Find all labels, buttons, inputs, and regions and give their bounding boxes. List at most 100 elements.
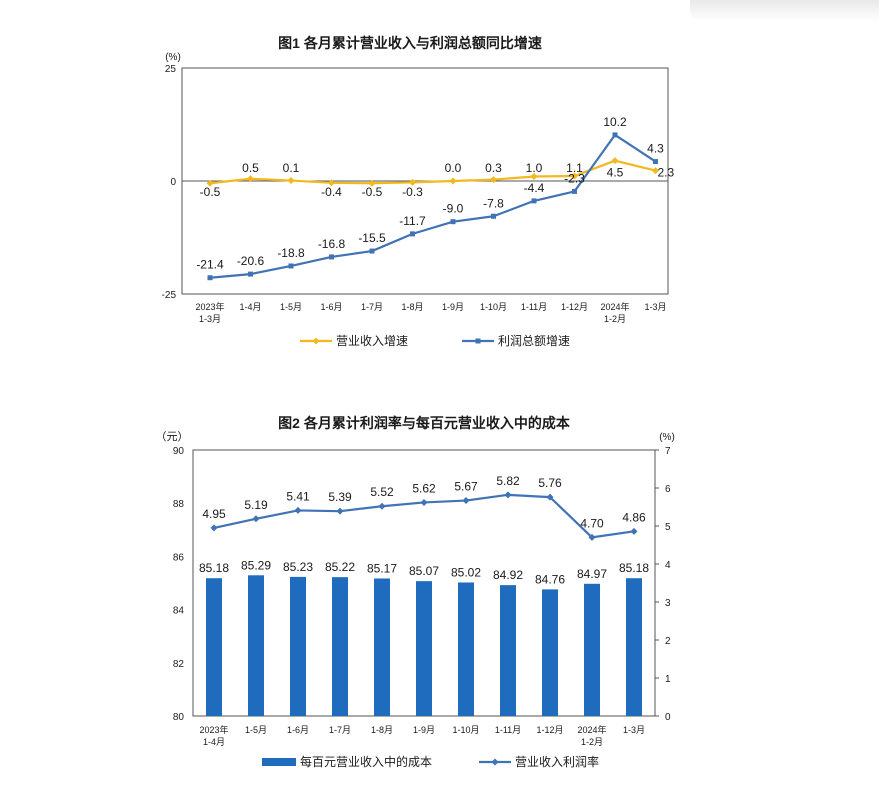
chart2-line-label: 5.82 bbox=[496, 474, 520, 488]
chart2-y1-tick: 88 bbox=[173, 499, 185, 510]
chart1-y-tick: -25 bbox=[162, 290, 177, 301]
chart2-bar bbox=[458, 582, 474, 716]
chart2-y2-tick: 1 bbox=[665, 674, 671, 685]
chart1-legend-marker bbox=[312, 337, 320, 345]
chart2-line-point bbox=[252, 515, 260, 523]
chart1-point-revenue bbox=[247, 175, 254, 183]
chart2-bar bbox=[374, 578, 390, 716]
chart1-label-profit: -18.8 bbox=[277, 246, 305, 260]
chart1-series-line-2 bbox=[209, 133, 657, 279]
chart2-y2-tick: 4 bbox=[665, 560, 671, 571]
chart2-x-tick: 2023年 bbox=[199, 724, 228, 735]
chart1-label-revenue: 1.1 bbox=[566, 161, 583, 175]
chart2-line-point bbox=[294, 506, 302, 514]
chart1-label-revenue: 4.5 bbox=[607, 166, 624, 180]
chart2-x-tick: 1-9月 bbox=[413, 725, 435, 735]
chart2-y2-tick: 3 bbox=[665, 598, 671, 609]
chart1-point-revenue bbox=[611, 157, 619, 165]
chart2-line-label: 4.86 bbox=[622, 510, 646, 524]
chart2-line-label: 5.76 bbox=[538, 476, 562, 490]
chart1-x-tick: 1-3月 bbox=[644, 302, 666, 312]
chart2-y2-tick: 5 bbox=[665, 522, 671, 533]
chart1-series-line-1 bbox=[209, 159, 656, 185]
chart2-x-tick: 1-12月 bbox=[536, 725, 563, 735]
chart1-point-revenue bbox=[571, 172, 578, 180]
chart1-point-revenue bbox=[449, 177, 457, 185]
chart1-label-revenue: -0.5 bbox=[200, 185, 221, 199]
chart2-bar bbox=[626, 578, 642, 716]
chart1-legend-marker bbox=[475, 338, 481, 344]
chart1-legend-label: 营业收入增速 bbox=[336, 334, 408, 348]
chart1-y-unit: (%) bbox=[165, 52, 181, 63]
chart1-label-profit: -20.6 bbox=[237, 254, 265, 268]
chart1-point-profit bbox=[288, 263, 294, 269]
chart2-bar bbox=[542, 589, 558, 716]
chart1-x-tick: 2024年 bbox=[600, 301, 629, 312]
chart2-y2-tick: 7 bbox=[665, 446, 671, 457]
chart1-label-revenue: -0.4 bbox=[321, 185, 342, 199]
chart1-point-revenue bbox=[530, 172, 538, 180]
chart2-bar bbox=[500, 585, 516, 716]
chart1-point-revenue bbox=[409, 178, 416, 186]
chart2-line-label: 5.52 bbox=[370, 485, 394, 499]
chart2-y2-tick: 0 bbox=[665, 712, 671, 723]
chart1-x-tick: 1-2月 bbox=[604, 314, 626, 324]
chart1-y-tick: 25 bbox=[165, 64, 177, 75]
chart2-x-tick: 1-7月 bbox=[329, 725, 351, 735]
chart1-x-tick: 1-4月 bbox=[239, 302, 261, 312]
chart1-point-revenue bbox=[328, 179, 335, 187]
chart1-point-profit bbox=[248, 271, 253, 277]
chart1-x-tick: 1-5月 bbox=[280, 302, 302, 312]
chart1-point-profit bbox=[531, 198, 537, 204]
chart2-legend-line-marker bbox=[491, 758, 499, 766]
chart2-y1-tick: 84 bbox=[173, 606, 185, 617]
chart1-point-profit bbox=[329, 254, 334, 260]
chart1-label-revenue: 0.5 bbox=[242, 161, 259, 175]
chart1-point-revenue bbox=[206, 179, 214, 187]
chart2-line-point bbox=[546, 493, 554, 501]
chart2-line-label: 4.95 bbox=[202, 507, 226, 521]
chart2-line-label: 5.41 bbox=[286, 489, 310, 503]
chart1-point-profit bbox=[207, 275, 213, 281]
chart1-label-revenue: 0.1 bbox=[283, 161, 300, 175]
chart1-label-revenue: 0.0 bbox=[445, 161, 462, 175]
chart1-point-revenue bbox=[287, 177, 295, 185]
chart1-point-revenue bbox=[490, 176, 497, 184]
chart2-x-tick: 1-2月 bbox=[581, 737, 603, 747]
chart2-y1-tick: 90 bbox=[173, 446, 185, 457]
chart1-point-profit bbox=[491, 213, 496, 219]
chart1-point-profit bbox=[369, 248, 375, 254]
chart1-label-profit: -21.4 bbox=[196, 258, 224, 272]
chart1-label-profit: -4.4 bbox=[524, 181, 545, 195]
chart2-x-tick: 1-8月 bbox=[371, 725, 393, 735]
chart1-x-tick: 1-12月 bbox=[561, 302, 588, 312]
chart2-bar-label: 85.07 bbox=[409, 564, 439, 578]
chart2-x-tick: 1-5月 bbox=[245, 725, 267, 735]
chart2-legend-bar-swatch bbox=[262, 758, 296, 766]
chart1-point-profit bbox=[653, 159, 658, 165]
chart2-legend-bar-label: 每百元营业收入中的成本 bbox=[300, 754, 432, 769]
chart2-bar bbox=[332, 577, 348, 716]
chart1-title: 图1 各月累计营业收入与利润总额同比增速 bbox=[278, 35, 542, 51]
chart1-point-profit bbox=[450, 219, 456, 225]
chart2-legend-line-label: 营业收入利润率 bbox=[515, 754, 599, 769]
chart1-label-revenue: -0.3 bbox=[402, 185, 423, 199]
chart2-bar-label: 85.29 bbox=[241, 558, 271, 572]
chart2-bar bbox=[584, 583, 600, 716]
chart2-bar bbox=[206, 578, 222, 716]
chart2-x-tick: 2024年 bbox=[577, 724, 606, 735]
chart2-line-point bbox=[420, 498, 428, 506]
chart2-bar-label: 84.97 bbox=[577, 567, 607, 581]
chart1-label-profit: -7.8 bbox=[483, 196, 504, 210]
chart1-label-revenue: 1.0 bbox=[526, 161, 543, 175]
chart1-point-profit bbox=[572, 188, 577, 194]
top-shadow bbox=[690, 0, 879, 22]
chart2-x-tick: 1-10月 bbox=[452, 725, 479, 735]
chart1-label-profit: -15.5 bbox=[358, 231, 386, 245]
chart2-y1-unit: （元） bbox=[156, 430, 189, 443]
chart1-x-tick: 1-10月 bbox=[480, 302, 507, 312]
chart1-y-tick: 0 bbox=[170, 177, 176, 188]
chart2-line-label: 5.62 bbox=[412, 481, 436, 495]
chart2-y1-tick: 82 bbox=[173, 659, 185, 670]
chart2-bar bbox=[248, 575, 264, 716]
